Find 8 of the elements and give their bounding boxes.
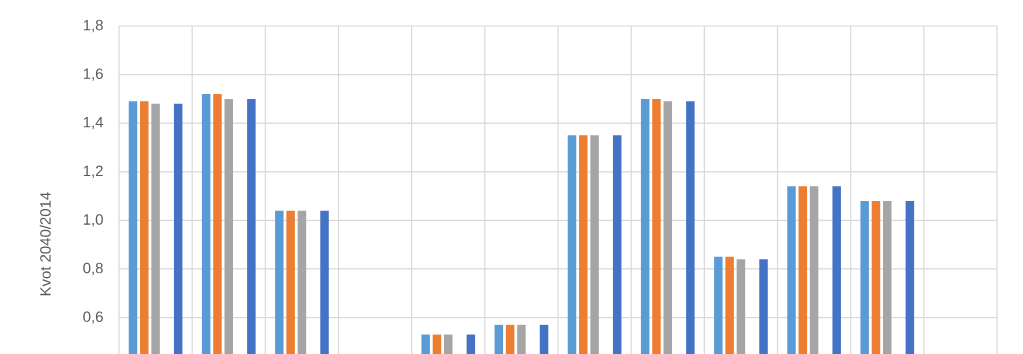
y-axis-title: Kvot 2040/2014 (39, 192, 51, 296)
y-tick-label: 1,6 (83, 68, 103, 81)
y-tick-label: 1,2 (83, 165, 103, 178)
y-tick-label: 1,4 (83, 117, 104, 130)
y-tick-label: 1,0 (83, 214, 103, 227)
y-tick-label: 0,6 (83, 311, 103, 324)
y-tick-label: 0,8 (83, 262, 103, 276)
y-tick-label: 1,8 (83, 19, 103, 33)
